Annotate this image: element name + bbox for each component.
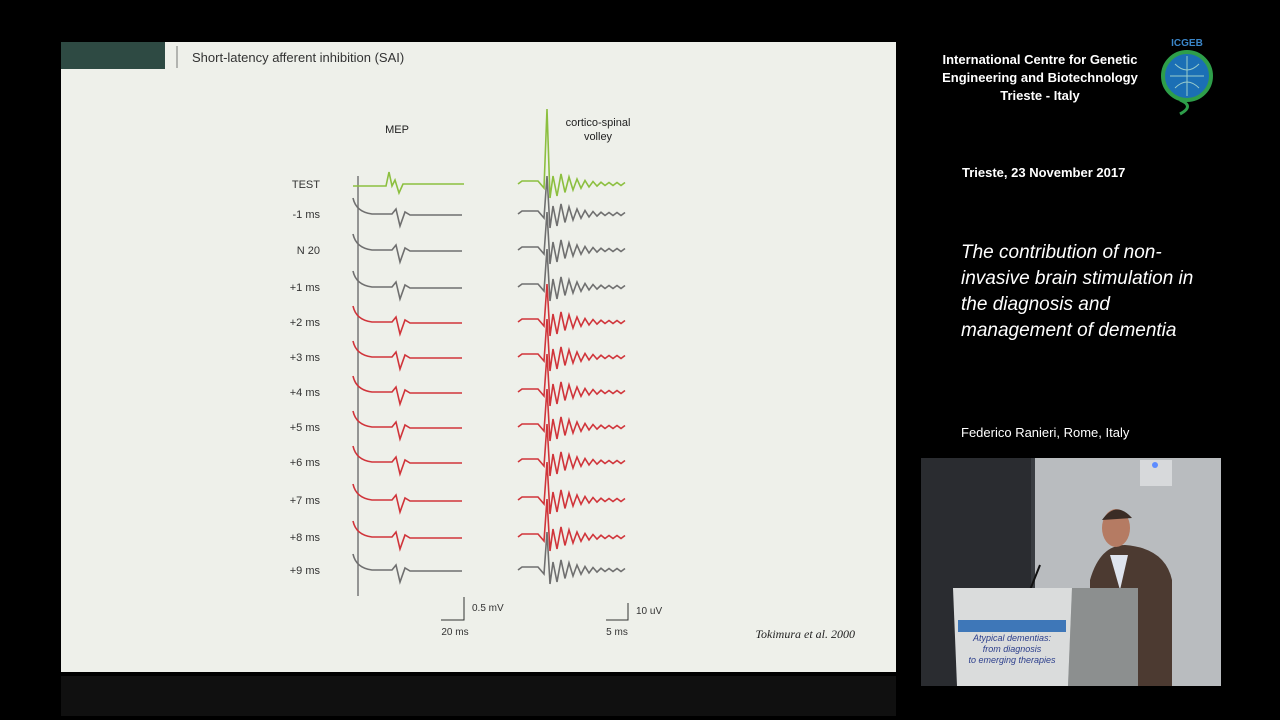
mep-trace — [352, 445, 462, 477]
mep-trace — [353, 171, 464, 196]
trace-label: +5 ms — [290, 422, 321, 434]
talk-title-line: invasive brain stimulation in — [961, 268, 1193, 289]
talk-title-line: management of dementia — [961, 320, 1176, 341]
volley-trace — [517, 211, 626, 265]
institution: Trieste - Italy — [1000, 88, 1080, 103]
trace-label: TEST — [292, 179, 320, 191]
mep-label: MEP — [385, 124, 409, 136]
slide-title: Short-latency afferent inhibition (SAI) — [192, 50, 404, 65]
mep-trace — [352, 520, 462, 552]
scale-label: 10 uV — [636, 606, 662, 617]
scale-bar — [606, 603, 629, 621]
volley-trace — [517, 353, 626, 407]
scale-label: 20 ms — [441, 627, 468, 638]
trace-label: +9 ms — [290, 565, 321, 577]
reflection — [61, 676, 896, 716]
institution: Engineering and Biotechnology — [942, 70, 1139, 85]
volley-trace — [517, 461, 626, 515]
trace-label: +4 ms — [290, 387, 321, 399]
volley-trace — [517, 175, 626, 229]
trace-label: +2 ms — [290, 317, 321, 329]
trace-label: +6 ms — [290, 457, 321, 469]
mep-trace — [352, 270, 462, 302]
mep-trace — [352, 483, 462, 515]
logo-text: ICGEB — [1171, 38, 1203, 49]
banner-text: to emerging therapies — [968, 655, 1056, 665]
volley-label: volley — [584, 131, 613, 143]
banner-text: from diagnosis — [983, 644, 1042, 654]
trace-label: N 20 — [297, 245, 320, 257]
mep-trace — [352, 410, 462, 442]
volley-label: cortico-spinal — [566, 117, 631, 129]
logo: ICGEB — [1161, 38, 1213, 116]
volley-trace — [517, 498, 626, 552]
speaker-video: Atypical dementias: from diagnosis to em… — [921, 458, 1221, 686]
trace-label: -1 ms — [293, 209, 321, 221]
scale-label: 0.5 mV — [472, 603, 504, 614]
citation: Tokimura et al. 2000 — [755, 627, 855, 641]
slide-tab — [61, 42, 165, 69]
date: Trieste, 23 November 2017 — [962, 165, 1125, 180]
volley-trace — [517, 423, 626, 477]
slide — [61, 42, 896, 672]
talk-title: The contribution of non- invasive brain … — [961, 242, 1193, 341]
mep-trace — [352, 340, 462, 372]
mep-trace — [352, 553, 462, 585]
mep-trace — [352, 375, 462, 407]
mep-trace — [352, 233, 462, 265]
institution: International Centre for Genetic — [942, 52, 1137, 67]
volley-trace — [517, 283, 626, 337]
volley-trace — [517, 248, 626, 302]
volley-trace — [517, 108, 626, 199]
trace-label: +3 ms — [290, 352, 321, 364]
mep-trace — [352, 305, 462, 337]
volley-trace — [517, 318, 626, 372]
talk-title-line: The contribution of non- — [961, 242, 1162, 263]
trace-label: +7 ms — [290, 495, 321, 507]
trace-label: +8 ms — [290, 532, 321, 544]
talk-title-line: the diagnosis and — [961, 294, 1111, 315]
scale-bar — [441, 597, 465, 621]
volley-trace — [517, 388, 626, 442]
traces: TEST -1 ms N 20 +1 ms +2 ms +3 ms +4 ms +5 ms +6… — [290, 108, 626, 596]
speaker: Federico Ranieri, Rome, Italy — [961, 425, 1130, 440]
scale-label: 5 ms — [606, 627, 628, 638]
trace-label: +1 ms — [290, 282, 321, 294]
banner-text: Atypical dementias: — [972, 633, 1052, 643]
volley-trace — [517, 531, 626, 585]
mep-trace — [352, 197, 462, 229]
